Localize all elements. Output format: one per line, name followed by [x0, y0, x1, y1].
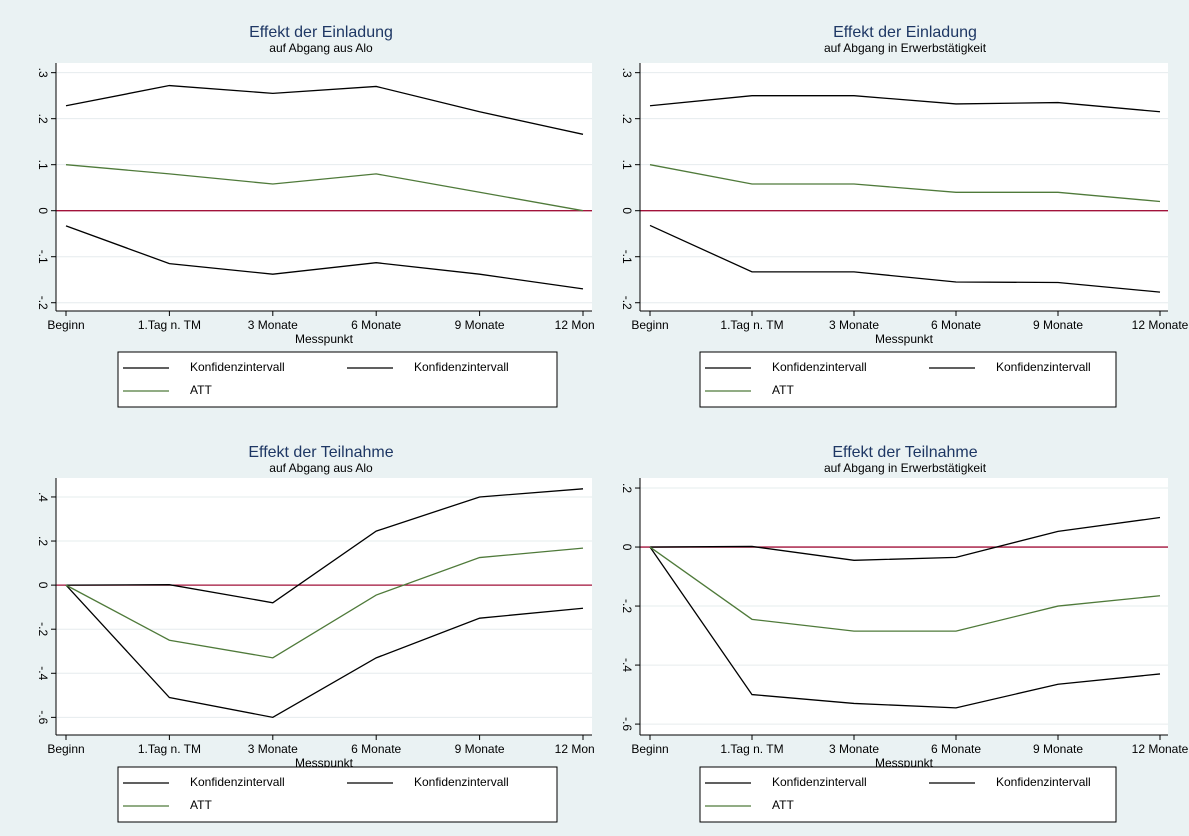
legend-label: Konfidenzintervall [190, 775, 285, 789]
y-tick-label: .4 [36, 492, 50, 502]
x-tick-label: 6 Monate [931, 318, 981, 332]
y-tick-label: -.2 [620, 599, 634, 613]
x-tick-label: 1.Tag n. TM [138, 742, 201, 756]
y-tick-label: .3 [620, 68, 634, 78]
y-tick-label: 0 [36, 582, 50, 589]
y-tick-label: .2 [620, 114, 634, 124]
data-line [649, 546, 1161, 632]
x-tick-label: 1.Tag n. TM [138, 318, 201, 332]
x-tick-label: 12 Monate [555, 318, 612, 332]
legend-label: Konfidenzintervall [772, 360, 867, 374]
y-tick-label: .1 [620, 160, 634, 170]
data-line [65, 547, 584, 659]
chart-title: Effekt der Teilnahme [248, 444, 393, 461]
legend-label: ATT [190, 383, 212, 397]
y-tick-label: .3 [36, 68, 50, 78]
x-tick-label: 3 Monate [829, 742, 879, 756]
x-tick-label: 12 Monate [1132, 742, 1189, 756]
x-tick-label: 9 Monate [1033, 318, 1083, 332]
y-tick-label: -.2 [36, 296, 50, 310]
y-tick-label: .2 [36, 114, 50, 124]
y-tick-label: .1 [36, 160, 50, 170]
x-tick-label: 1.Tag n. TM [720, 742, 783, 756]
data-line [649, 516, 1161, 561]
x-tick-label: 3 Monate [829, 318, 879, 332]
x-tick-label: Beginn [47, 742, 84, 756]
data-line [649, 224, 1161, 293]
legend-label: ATT [772, 383, 794, 397]
y-tick-label: 0 [620, 544, 634, 551]
y-tick-label: 0 [36, 207, 50, 214]
x-tick-label: 9 Monate [455, 318, 505, 332]
x-tick-label: 6 Monate [351, 318, 401, 332]
y-tick-label: -.2 [36, 622, 50, 636]
legend-box [117, 766, 558, 823]
x-tick-label: 3 Monate [248, 742, 298, 756]
chart-subtitle: auf Abgang aus Alo [269, 461, 373, 475]
data-line [649, 95, 1161, 113]
legend-box [699, 351, 1117, 408]
y-tick-label: -.4 [36, 666, 50, 680]
legend-label: Konfidenzintervall [414, 775, 509, 789]
x-tick-label: 6 Monate [931, 742, 981, 756]
y-tick-label: -.1 [620, 250, 634, 264]
y-tick-label: 0 [620, 207, 634, 214]
x-tick-label: 1.Tag n. TM [720, 318, 783, 332]
plot-area [56, 63, 592, 311]
x-tick-label: 9 Monate [455, 742, 505, 756]
x-axis-label: Messpunkt [875, 332, 934, 346]
legend-box [699, 766, 1117, 823]
x-tick-label: Beginn [631, 318, 668, 332]
y-tick-label: -.6 [36, 710, 50, 724]
y-tick-label: .2 [36, 536, 50, 546]
y-tick-label: -.6 [620, 717, 634, 731]
x-tick-label: Beginn [631, 742, 668, 756]
chart-title: Effekt der Teilnahme [832, 444, 977, 461]
legend-box [117, 351, 558, 408]
plot-area [56, 478, 592, 735]
legend-label: Konfidenzintervall [414, 360, 509, 374]
chart-title: Effekt der Einladung [249, 24, 393, 41]
data-line [649, 546, 1161, 709]
legend-label: Konfidenzintervall [190, 360, 285, 374]
x-axis-label: Messpunkt [295, 332, 354, 346]
legend-label: ATT [772, 798, 794, 812]
legend-label: Konfidenzintervall [996, 775, 1091, 789]
x-tick-label: 9 Monate [1033, 742, 1083, 756]
data-line [65, 164, 584, 212]
y-tick-label: -.4 [620, 658, 634, 672]
data-line [649, 164, 1161, 203]
chart-title: Effekt der Einladung [833, 24, 977, 41]
x-tick-label: 12 Monate [1132, 318, 1189, 332]
chart-subtitle: auf Abgang aus Alo [269, 41, 373, 55]
data-line [65, 584, 584, 719]
legend-label: Konfidenzintervall [772, 775, 867, 789]
chart-subtitle: auf Abgang in Erwerbstätigkeit [824, 461, 987, 475]
chart-subtitle: auf Abgang in Erwerbstätigkeit [824, 41, 987, 55]
x-tick-label: 3 Monate [248, 318, 298, 332]
legend-label: Konfidenzintervall [996, 360, 1091, 374]
x-tick-label: 12 Monate [555, 742, 612, 756]
data-line [65, 225, 584, 290]
legend-label: ATT [190, 798, 212, 812]
y-tick-label: -.1 [36, 250, 50, 264]
y-tick-label: .2 [620, 483, 634, 493]
x-tick-label: Beginn [47, 318, 84, 332]
data-line [65, 488, 584, 604]
x-tick-label: 6 Monate [351, 742, 401, 756]
data-line [65, 84, 584, 135]
y-tick-label: -.2 [620, 296, 634, 310]
